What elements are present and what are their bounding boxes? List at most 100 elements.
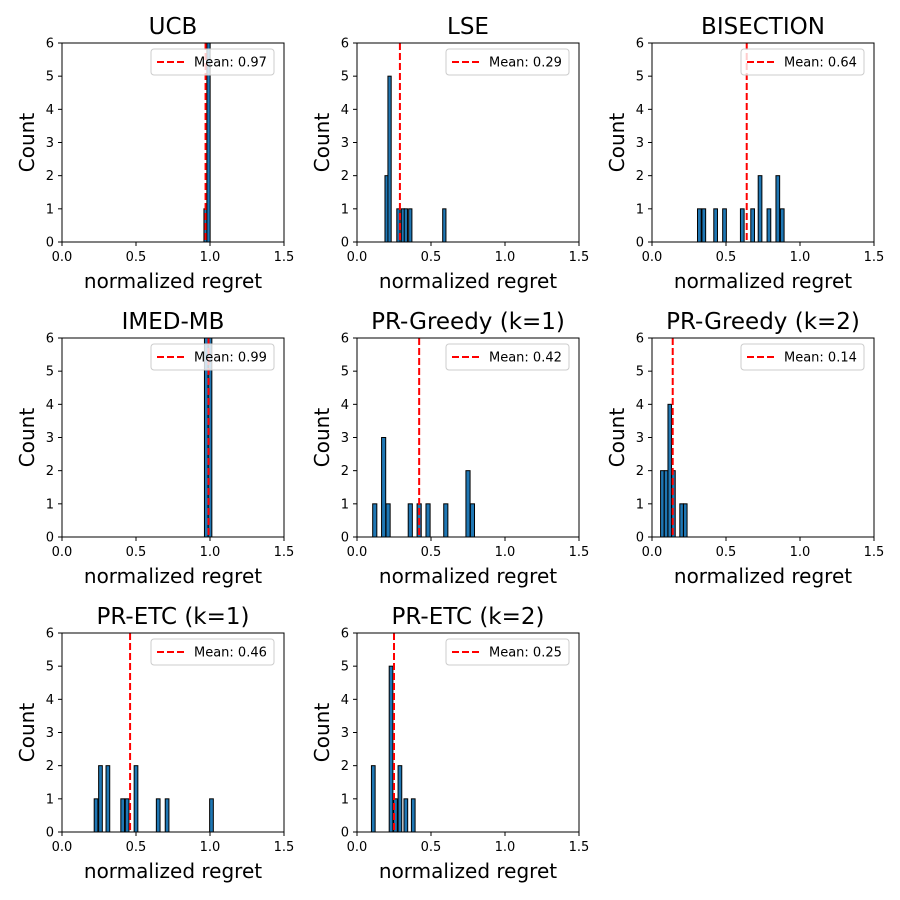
x-axis-label: normalized regret bbox=[379, 859, 557, 883]
histogram-panel: IMED-MB 0.0 0.5 1.0 1.5 0 1 2 3 4 5 6 normalized reg… bbox=[15, 309, 294, 588]
panel-title: BISECTION bbox=[701, 14, 825, 40]
x-tick-label: 1.0 bbox=[495, 250, 516, 265]
histogram-bar bbox=[407, 503, 413, 538]
histogram-panel: PR-Greedy (k=1) 0.0 0.5 1.0 1.5 0 1 2 3 4 5 6 normal… bbox=[310, 309, 589, 588]
legend: Mean: 0.64 bbox=[740, 48, 865, 76]
histogram-bar bbox=[697, 208, 702, 243]
panel-title: PR-ETC (k=1) bbox=[97, 604, 250, 630]
y-tick-label: 0 bbox=[636, 531, 644, 546]
y-tick-label: 4 bbox=[341, 693, 349, 708]
histogram-bar bbox=[397, 765, 403, 833]
legend-box bbox=[445, 638, 570, 666]
y-tick-label: 3 bbox=[341, 431, 349, 446]
histogram-bar bbox=[410, 798, 416, 833]
histogram-bar bbox=[381, 437, 387, 538]
y-tick-label: 0 bbox=[341, 236, 349, 251]
y-tick-label: 5 bbox=[341, 660, 349, 675]
x-axis-label: normalized regret bbox=[674, 269, 852, 293]
histogram-bar bbox=[442, 208, 447, 243]
y-tick-label: 1 bbox=[636, 202, 644, 217]
y-axis-label: Count bbox=[15, 113, 39, 173]
y-tick-label: 6 bbox=[46, 37, 54, 52]
legend-box bbox=[150, 638, 275, 666]
y-tick-label: 0 bbox=[46, 531, 54, 546]
x-tick-label: 1.5 bbox=[864, 545, 885, 560]
y-tick-label: 6 bbox=[636, 332, 644, 347]
x-tick-label: 0.5 bbox=[126, 545, 147, 560]
y-tick-label: 1 bbox=[341, 792, 349, 807]
histogram-bar bbox=[124, 798, 130, 833]
histogram-bar bbox=[660, 470, 665, 538]
x-axis-label: normalized regret bbox=[674, 564, 852, 588]
y-tick-label: 2 bbox=[636, 464, 644, 479]
y-tick-label: 2 bbox=[46, 759, 54, 774]
x-tick-label: 0.5 bbox=[126, 840, 147, 855]
y-axis-label: Count bbox=[605, 113, 629, 173]
histogram-bar bbox=[722, 208, 727, 243]
legend: Mean: 0.25 bbox=[445, 638, 570, 666]
histogram-bar bbox=[408, 208, 413, 243]
y-tick-label: 5 bbox=[341, 70, 349, 85]
y-axis-label: Count bbox=[310, 703, 334, 763]
legend: Mean: 0.14 bbox=[740, 343, 865, 371]
histogram-bar bbox=[701, 208, 707, 243]
legend: Mean: 0.46 bbox=[150, 638, 275, 666]
histogram-bar bbox=[683, 503, 688, 538]
y-tick-label: 2 bbox=[46, 464, 54, 479]
histogram-bar bbox=[425, 503, 431, 538]
histogram-bar bbox=[98, 765, 103, 833]
y-tick-label: 6 bbox=[341, 37, 349, 52]
x-tick-label: 0.5 bbox=[716, 545, 737, 560]
histogram-bar bbox=[93, 798, 99, 833]
panel-title: UCB bbox=[149, 14, 198, 40]
x-tick-label: 1.0 bbox=[790, 545, 811, 560]
legend: Mean: 0.99 bbox=[150, 343, 275, 371]
x-tick-label: 0.5 bbox=[421, 545, 442, 560]
y-tick-label: 3 bbox=[636, 431, 644, 446]
histogram-bar bbox=[120, 798, 126, 833]
histogram-bar bbox=[667, 403, 673, 538]
x-tick-label: 1.5 bbox=[864, 250, 885, 265]
y-tick-label: 0 bbox=[636, 236, 644, 251]
x-tick-label: 0.5 bbox=[421, 840, 442, 855]
legend-label: Mean: 0.97 bbox=[194, 56, 267, 71]
y-tick-label: 1 bbox=[46, 497, 54, 512]
legend-label: Mean: 0.99 bbox=[194, 351, 267, 366]
y-tick-label: 3 bbox=[341, 726, 349, 741]
y-tick-label: 2 bbox=[636, 169, 644, 184]
y-tick-label: 4 bbox=[46, 103, 54, 118]
histogram-bar bbox=[713, 208, 718, 243]
histogram-panel: PR-Greedy (k=2) 0.0 0.5 1.0 1.5 0 1 2 3 4 5 6 normal… bbox=[605, 309, 884, 588]
histogram-bar bbox=[133, 765, 139, 833]
y-tick-label: 0 bbox=[46, 236, 54, 251]
y-tick-label: 6 bbox=[636, 37, 644, 52]
x-axis-label: normalized regret bbox=[379, 269, 557, 293]
y-tick-label: 6 bbox=[46, 332, 54, 347]
y-tick-label: 4 bbox=[636, 398, 644, 413]
x-tick-label: 0.0 bbox=[52, 545, 73, 560]
y-tick-label: 6 bbox=[341, 332, 349, 347]
x-tick-label: 0.0 bbox=[347, 250, 368, 265]
x-tick-label: 1.0 bbox=[495, 840, 516, 855]
histogram-bar bbox=[443, 503, 449, 538]
y-axis-label: Count bbox=[310, 113, 334, 173]
y-tick-label: 0 bbox=[341, 531, 349, 546]
x-tick-label: 0.5 bbox=[716, 250, 737, 265]
panel-title: PR-ETC (k=2) bbox=[392, 604, 545, 630]
y-tick-label: 0 bbox=[341, 826, 349, 841]
x-axis-label: normalized regret bbox=[84, 859, 262, 883]
y-axis-label: Count bbox=[15, 703, 39, 763]
panel-title: PR-Greedy (k=2) bbox=[666, 309, 860, 335]
x-tick-label: 1.0 bbox=[200, 545, 221, 560]
panel-title: IMED-MB bbox=[122, 309, 225, 335]
y-tick-label: 5 bbox=[46, 365, 54, 380]
legend-label: Mean: 0.46 bbox=[194, 646, 267, 661]
x-tick-label: 1.5 bbox=[274, 545, 295, 560]
panel-title: LSE bbox=[447, 14, 489, 40]
y-tick-label: 6 bbox=[46, 627, 54, 642]
x-axis-label: normalized regret bbox=[84, 564, 262, 588]
y-tick-label: 5 bbox=[46, 660, 54, 675]
legend-label: Mean: 0.29 bbox=[489, 56, 562, 71]
y-tick-label: 3 bbox=[46, 136, 54, 151]
